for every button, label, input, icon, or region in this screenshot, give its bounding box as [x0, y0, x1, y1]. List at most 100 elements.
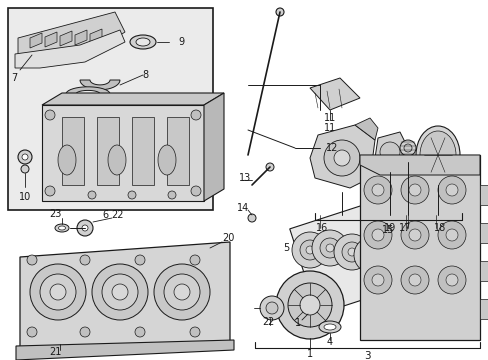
- Circle shape: [381, 248, 401, 268]
- Circle shape: [363, 221, 391, 249]
- Polygon shape: [66, 87, 110, 94]
- Circle shape: [363, 176, 391, 204]
- Text: 20: 20: [222, 233, 234, 243]
- Circle shape: [27, 327, 37, 337]
- Text: 3: 3: [363, 351, 369, 360]
- Ellipse shape: [419, 131, 455, 179]
- Circle shape: [367, 251, 375, 259]
- Circle shape: [80, 327, 90, 337]
- Ellipse shape: [136, 38, 150, 46]
- Circle shape: [168, 191, 176, 199]
- Text: 15: 15: [381, 225, 393, 235]
- Text: 6: 6: [102, 210, 108, 220]
- Circle shape: [299, 295, 319, 315]
- Circle shape: [92, 264, 148, 320]
- Circle shape: [399, 140, 415, 156]
- Circle shape: [361, 245, 381, 265]
- Polygon shape: [203, 93, 224, 201]
- Polygon shape: [289, 195, 419, 315]
- Circle shape: [265, 302, 278, 314]
- Circle shape: [437, 221, 465, 249]
- Polygon shape: [75, 30, 87, 45]
- Text: 9: 9: [178, 37, 183, 47]
- Circle shape: [319, 238, 339, 258]
- Ellipse shape: [59, 226, 65, 230]
- Circle shape: [135, 255, 145, 265]
- Text: 11: 11: [323, 113, 335, 123]
- Polygon shape: [374, 132, 407, 170]
- Circle shape: [291, 232, 327, 268]
- Bar: [42, 105, 203, 201]
- Polygon shape: [30, 33, 42, 48]
- Circle shape: [191, 110, 201, 120]
- Circle shape: [371, 229, 383, 241]
- Polygon shape: [60, 31, 72, 46]
- Text: 12: 12: [325, 143, 338, 153]
- Circle shape: [408, 184, 420, 196]
- Circle shape: [77, 220, 93, 236]
- Bar: [479, 299, 488, 319]
- Circle shape: [379, 142, 399, 162]
- Text: 2: 2: [262, 317, 267, 327]
- Text: 16: 16: [315, 223, 327, 233]
- Polygon shape: [20, 242, 229, 350]
- Circle shape: [18, 150, 32, 164]
- Bar: [479, 261, 488, 281]
- Circle shape: [112, 284, 128, 300]
- Polygon shape: [42, 93, 224, 105]
- Circle shape: [154, 264, 209, 320]
- Circle shape: [400, 176, 428, 204]
- Circle shape: [445, 184, 457, 196]
- Text: 1: 1: [306, 349, 312, 359]
- Text: 19: 19: [383, 223, 395, 233]
- Circle shape: [333, 150, 349, 166]
- Ellipse shape: [55, 224, 69, 232]
- Circle shape: [30, 264, 86, 320]
- Circle shape: [311, 230, 347, 266]
- Polygon shape: [359, 155, 479, 175]
- Text: 4: 4: [326, 337, 332, 347]
- Circle shape: [190, 327, 200, 337]
- Circle shape: [305, 246, 313, 254]
- Circle shape: [260, 296, 284, 320]
- Circle shape: [80, 255, 90, 265]
- Circle shape: [324, 140, 359, 176]
- Text: 10: 10: [19, 192, 31, 202]
- Polygon shape: [18, 12, 125, 60]
- Circle shape: [437, 176, 465, 204]
- Circle shape: [191, 186, 201, 196]
- Circle shape: [341, 242, 361, 262]
- Circle shape: [88, 191, 96, 199]
- Polygon shape: [16, 340, 234, 360]
- Polygon shape: [309, 125, 374, 188]
- Bar: [62, 117, 84, 185]
- Ellipse shape: [108, 145, 126, 175]
- Ellipse shape: [130, 35, 156, 49]
- Bar: [132, 117, 154, 185]
- Circle shape: [40, 274, 76, 310]
- Ellipse shape: [324, 324, 335, 330]
- Circle shape: [353, 237, 389, 273]
- Text: 21: 21: [49, 347, 61, 357]
- Text: 7: 7: [11, 73, 17, 83]
- Circle shape: [45, 186, 55, 196]
- Text: 2: 2: [266, 317, 273, 327]
- Text: 22: 22: [110, 210, 123, 220]
- Bar: [359, 155, 479, 340]
- Ellipse shape: [415, 126, 459, 184]
- Circle shape: [400, 221, 428, 249]
- Circle shape: [445, 274, 457, 286]
- Text: 8: 8: [142, 70, 148, 80]
- Text: 18: 18: [433, 223, 445, 233]
- Polygon shape: [90, 29, 102, 44]
- Circle shape: [45, 110, 55, 120]
- Circle shape: [371, 274, 383, 286]
- Text: 1: 1: [294, 318, 301, 328]
- Circle shape: [408, 274, 420, 286]
- Circle shape: [190, 255, 200, 265]
- Circle shape: [174, 284, 190, 300]
- Circle shape: [27, 255, 37, 265]
- Circle shape: [265, 163, 273, 171]
- Circle shape: [135, 327, 145, 337]
- Circle shape: [287, 283, 331, 327]
